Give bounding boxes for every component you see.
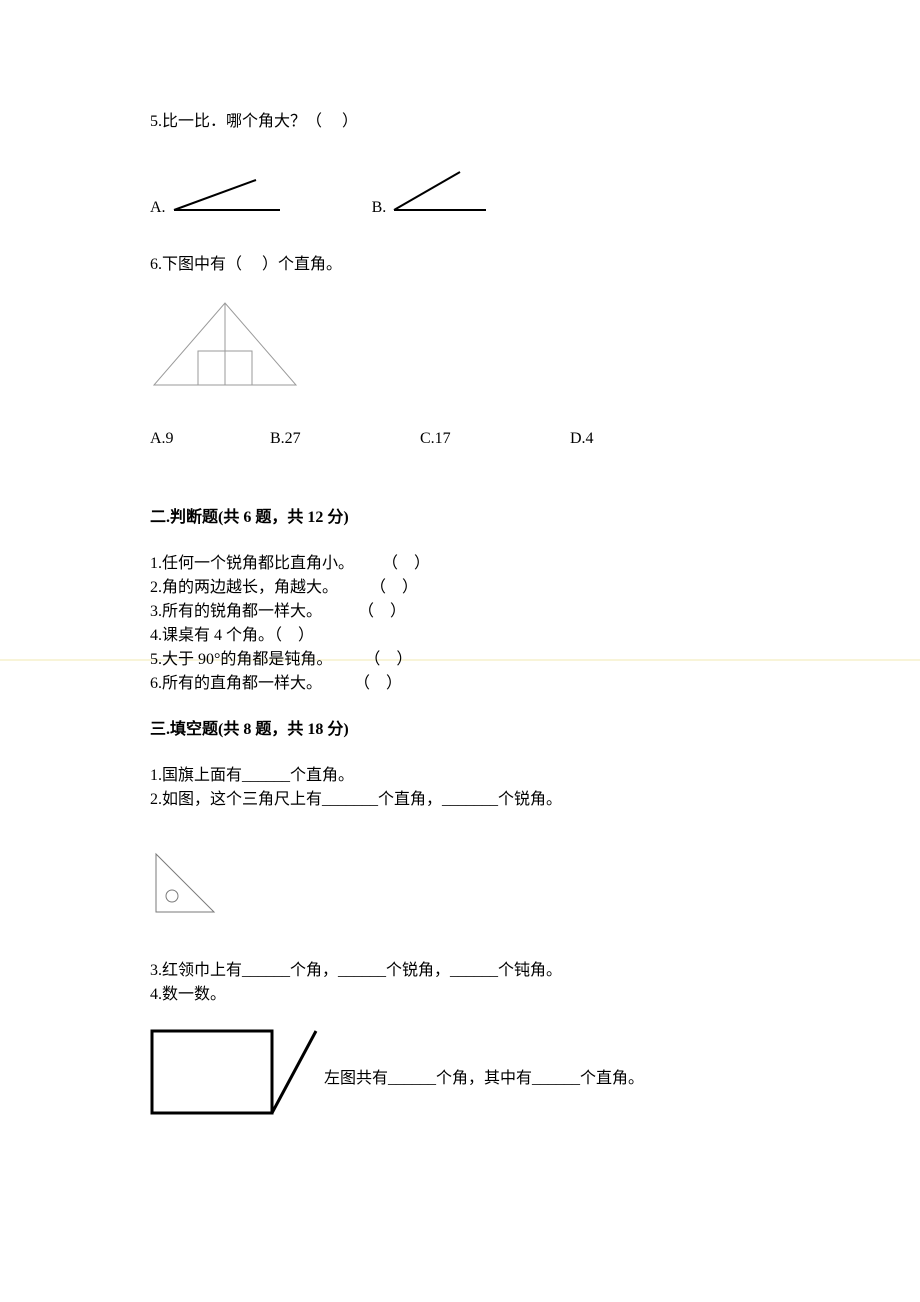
s3-item-1: 1.国旗上面有______个直角。 [150,764,780,788]
s2-item-5: 5.大于 90°的角都是钝角。 （ ） [150,648,780,672]
s3-item-2: 2.如图，这个三角尺上有_______个直角，_______个锐角。 [150,788,780,812]
s3-item-4: 4.数一数。 [150,983,780,1007]
s3-item-3: 3.红领巾上有______个角，______个锐角，______个钝角。 [150,959,780,983]
q6-opt-c: C.17 [420,430,570,448]
q6-figure [150,299,780,394]
s3-fig4-shape [150,1029,320,1122]
s2-item-4: 4.课桌有 4 个角。（ ） [150,624,780,648]
s2-item-2: 2.角的两边越长，角越大。 （ ） [150,576,780,600]
s2-item-6: 6.所有的直角都一样大。 （ ） [150,672,780,696]
q5-options-row: A. B. [150,170,780,217]
s2-item-1: 1.任何一个锐角都比直角小。 （ ） [150,552,780,576]
s2-item-3: 3.所有的锐角都一样大。 （ ） [150,600,780,624]
section-3-heading: 三.填空题(共 8 题，共 18 分) [150,718,780,742]
s3-fig2-triangle-ruler [150,848,780,923]
q5-text: 5.比一比．哪个角大？（ ） [150,110,780,134]
q5-angle-b [392,170,492,217]
section-2-heading: 二.判断题(共 6 题，共 12 分) [150,506,780,530]
q5-opt-b-label: B. [372,199,387,217]
q6-opt-b: B.27 [270,430,420,448]
q6-opt-d: D.4 [570,430,594,448]
q5-angle-a [172,176,282,217]
q6-opt-a: A.9 [150,430,270,448]
q6-text: 6.下图中有（ ）个直角。 [150,253,780,277]
q5-opt-a-label: A. [150,199,166,217]
document-page: 5.比一比．哪个角大？（ ） A. B. 6.下图中有（ ）个直角。 [0,0,920,1182]
s3-fig4-row: 左图共有______个角，其中有______个直角。 [150,1029,780,1122]
s3-item-4-tail: 左图共有______个角，其中有______个直角。 [324,1064,644,1088]
q6-options-row: A.9 B.27 C.17 D.4 [150,430,780,448]
